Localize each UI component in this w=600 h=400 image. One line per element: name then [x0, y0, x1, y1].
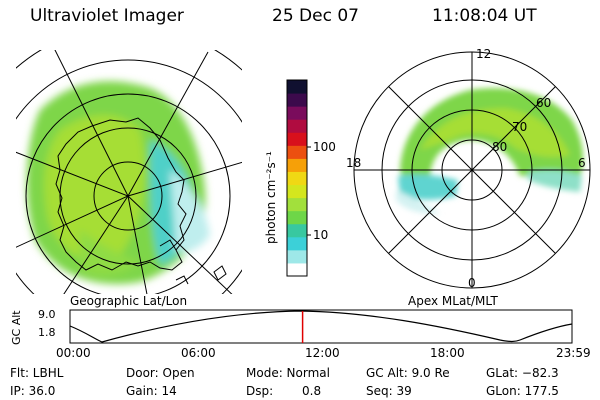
mlt-label-12: 12 [476, 47, 492, 61]
colorbar-segment [287, 80, 307, 94]
dsp-value: 0.8 [302, 384, 322, 398]
mlt-label-0: 0 [468, 276, 476, 290]
door-info: Door: Open [126, 366, 195, 380]
apex-map [353, 51, 591, 289]
latitude-grid [16, 50, 242, 294]
geographic-map [16, 50, 242, 294]
time-tick-1800: 18:00 [430, 346, 465, 360]
mode-info: Mode: Normal [246, 366, 330, 380]
altitude-tick-1-8: 1.8 [38, 326, 56, 339]
colorbar-unit-label: photon cm⁻²s⁻¹ [264, 151, 278, 244]
colorbar-segment [287, 145, 307, 159]
right-aurora-image [396, 88, 584, 214]
altitude-axis-label: GC Alt [10, 310, 23, 345]
mlat-label-60: 60 [536, 96, 552, 110]
color-bar [286, 79, 311, 277]
mlat-label-80: 80 [492, 140, 508, 154]
colorbar-segment [287, 171, 307, 186]
coastline [55, 117, 187, 271]
mlt-label-18: 18 [346, 156, 362, 170]
ip-info: IP: 36.0 [10, 384, 56, 398]
time-tick-0000: 00:00 [56, 346, 91, 360]
colorbar-segment [287, 197, 307, 212]
colorbar-segment [287, 184, 307, 199]
gain-info: Gain: 14 [126, 384, 177, 398]
time-tick-2359: 23:59 [556, 346, 591, 360]
time-tick-0600: 06:00 [181, 346, 216, 360]
colorbar-segment [287, 158, 307, 172]
time-tick-1200: 12:00 [305, 346, 340, 360]
colorbar-segment [287, 236, 307, 251]
observation-date: 25 Dec 07 [272, 6, 359, 26]
longitude-grid [16, 50, 242, 294]
right-map-caption: Apex MLat/MLT [408, 294, 498, 308]
colorbar-segment [287, 106, 307, 120]
dsp-label: Dsp: [246, 384, 274, 398]
gc-alt-info: GC Alt: 9.0 Re [366, 366, 450, 380]
mlt-label-6: 6 [578, 156, 586, 170]
seq-info: Seq: 39 [366, 384, 412, 398]
colorbar-tick-100: 100 [313, 140, 336, 154]
colorbar-segment [287, 210, 307, 225]
observation-time: 11:08:04 UT [432, 6, 537, 26]
altitude-curve [69, 310, 573, 343]
colorbar-tick-10: 10 [313, 228, 329, 242]
colorbar-segment [287, 262, 307, 277]
colorbar-segment [287, 132, 307, 146]
colorbar-segment [287, 249, 307, 264]
altitude-panel [69, 309, 573, 344]
colorbar-segment [287, 223, 307, 238]
instrument-title: Ultraviolet Imager [30, 6, 184, 26]
colorbar-segment [287, 93, 307, 107]
left-map-caption: Geographic Lat/Lon [70, 294, 188, 308]
filter-info: Flt: LBHL [10, 366, 64, 380]
altitude-tick-9: 9.0 [38, 308, 56, 321]
mlat-label-70: 70 [512, 120, 528, 134]
glon-info: GLon: 177.5 [486, 384, 559, 398]
glat-info: GLat: −82.3 [486, 366, 559, 380]
left-aurora-image [26, 81, 210, 285]
apex-grid [353, 51, 591, 289]
colorbar-segment [287, 119, 307, 133]
